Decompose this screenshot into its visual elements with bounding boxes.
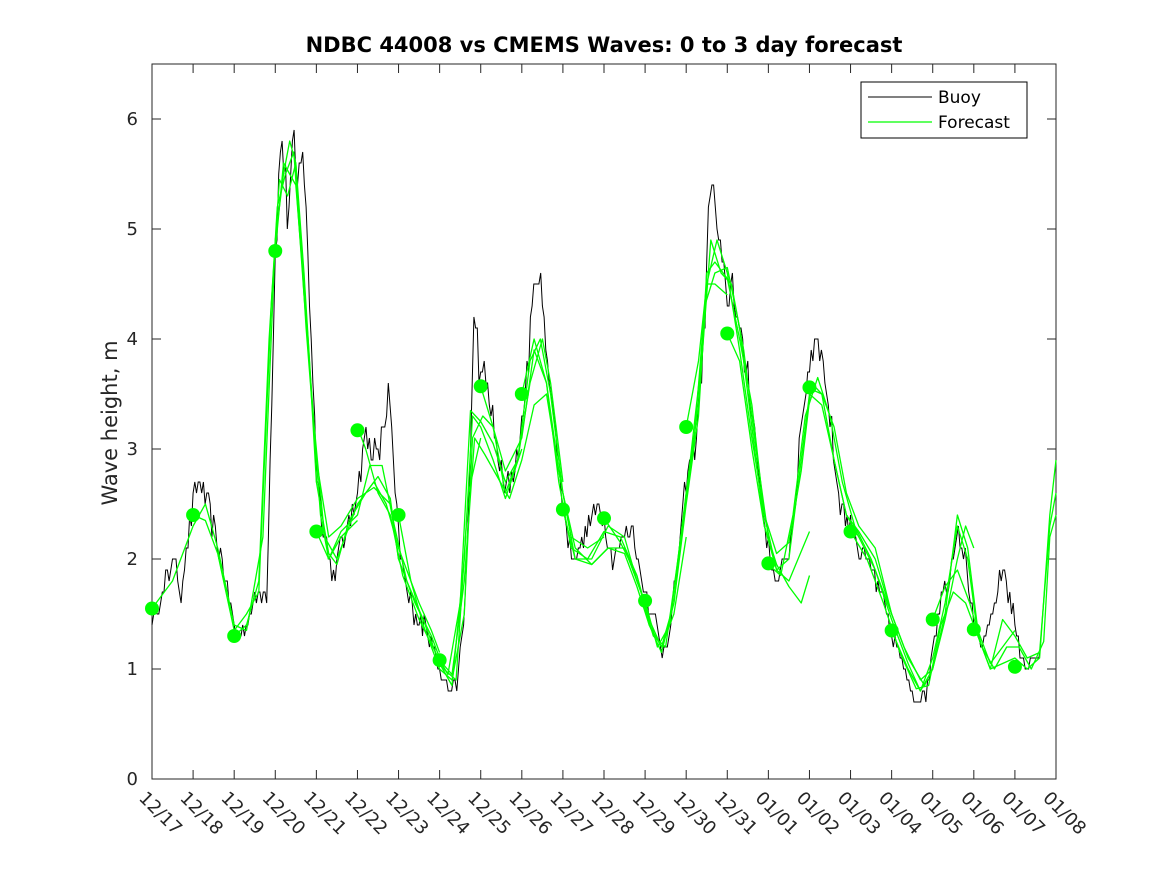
y-tick-label: 5 <box>127 219 138 240</box>
y-axis-label: Wave height, m <box>98 340 122 505</box>
legend-forecast-label: Forecast <box>938 113 1010 133</box>
forecast-start-point <box>350 423 365 438</box>
forecast-start-point <box>720 326 735 341</box>
forecast-run-line <box>356 338 564 676</box>
forecast-start-point <box>227 629 242 643</box>
forecast-start-point <box>391 508 406 522</box>
y-tick-label: 6 <box>127 109 138 130</box>
y-tick-label: 0 <box>127 769 138 790</box>
forecast-run-line <box>685 239 893 615</box>
forecast-start-point <box>638 593 653 608</box>
legend: Buoy Forecast <box>860 81 1028 139</box>
forecast-start-point <box>884 623 899 638</box>
buoy-line <box>151 129 1042 703</box>
forecast-start-point <box>432 653 447 668</box>
forecast-run-line <box>439 393 646 676</box>
forecast-start-markers <box>145 244 1022 674</box>
forecast-start-point <box>843 524 858 539</box>
forecast-run-line <box>767 376 975 681</box>
forecast-start-point <box>473 379 488 394</box>
legend-buoy-label: Buoy <box>938 88 981 108</box>
forecast-start-point <box>925 612 940 627</box>
y-tick-label: 2 <box>127 549 138 570</box>
legend-box <box>860 81 1028 139</box>
forecast-run-line <box>192 162 400 632</box>
forecast-start-point <box>679 420 694 434</box>
forecast-start-point <box>514 387 529 401</box>
buoy-series <box>151 129 1042 703</box>
forecast-run-line <box>891 492 1057 692</box>
forecast-start-point <box>597 511 611 526</box>
chart-title: NDBC 44008 vs CMEMS Waves: 0 to 3 day fo… <box>306 33 903 57</box>
forecast-start-point <box>309 524 324 539</box>
forecast-start-point <box>186 508 201 522</box>
forecast-run-line <box>315 415 523 687</box>
forecast-start-point <box>966 622 981 637</box>
forecast-run-line <box>644 266 811 648</box>
y-tick-label: 1 <box>127 659 138 680</box>
forecast-start-point <box>761 556 776 571</box>
forecast-start-point <box>268 244 283 258</box>
forecast-run-line <box>932 514 1057 670</box>
forecast-start-point <box>1007 659 1022 674</box>
forecast-start-point <box>555 502 570 517</box>
y-tick-label: 3 <box>127 439 138 460</box>
forecast-start-point <box>145 601 159 616</box>
y-tick-label: 4 <box>127 329 138 350</box>
forecast-start-point <box>802 380 817 395</box>
